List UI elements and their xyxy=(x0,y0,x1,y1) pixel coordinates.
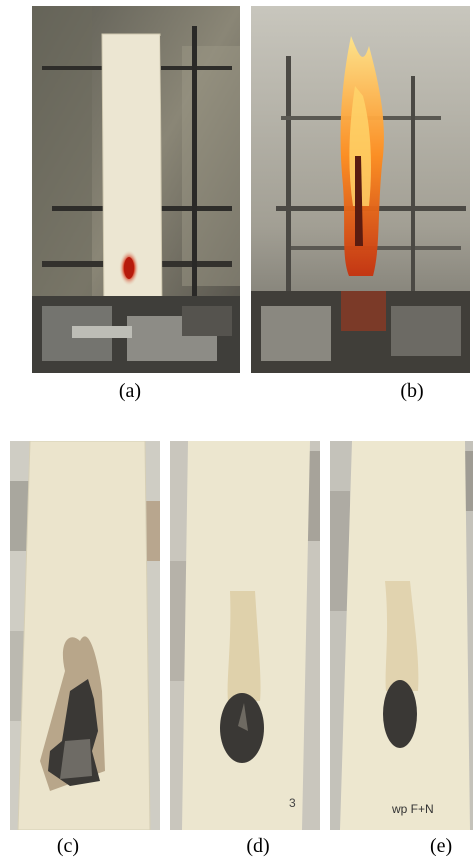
sample-mark-e: wp F+N xyxy=(391,802,434,816)
panel-b-photo xyxy=(251,6,470,373)
burned-strip-e-illustration: wp F+N xyxy=(330,441,473,830)
burning-strip-illustration xyxy=(251,6,470,373)
rig-ignition-illustration xyxy=(32,6,240,373)
panel-e-photo: wp F+N xyxy=(330,441,473,830)
burned-strip-d-illustration: 3 xyxy=(170,441,320,830)
panel-d-photo: 3 xyxy=(170,441,320,830)
panel-a-photo xyxy=(32,6,240,373)
panel-d-label: (d) xyxy=(246,835,270,857)
sample-mark-d: 3 xyxy=(289,796,296,810)
panel-c-label: (c) xyxy=(56,835,80,857)
panel-c-photo xyxy=(10,441,160,830)
panel-e-label: (e) xyxy=(430,836,453,856)
panel-a-label: (a) xyxy=(118,380,142,402)
burned-strip-c-illustration xyxy=(10,441,160,830)
panel-b-label: (b) xyxy=(400,380,424,402)
